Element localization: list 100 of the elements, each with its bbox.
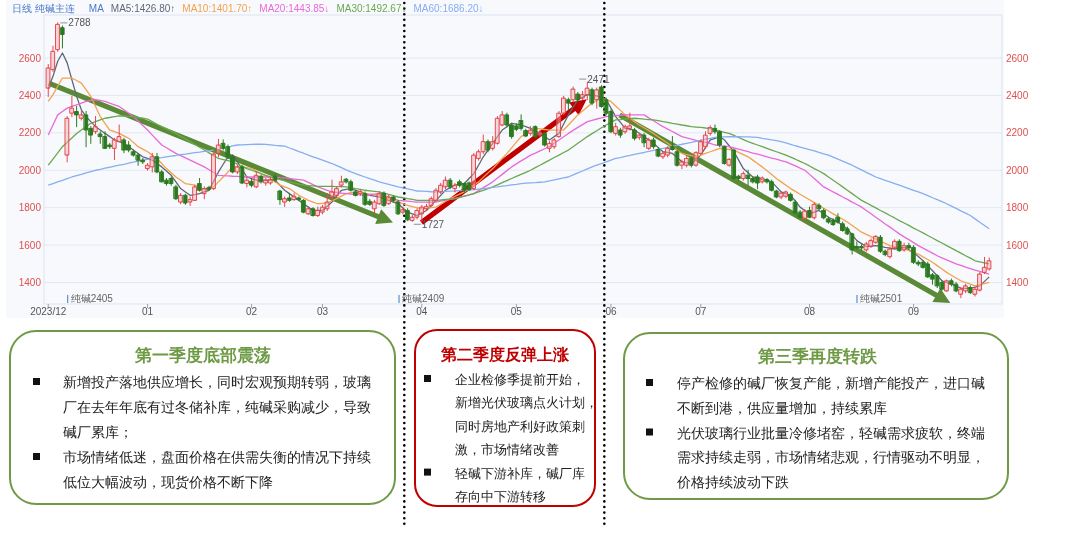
candlestick <box>566 97 571 111</box>
candlestick <box>476 149 481 161</box>
x-tick-label: 07 <box>695 306 707 317</box>
annotation: 1727 <box>421 218 445 230</box>
candlestick <box>192 184 197 201</box>
y-tick-label: 1600 <box>18 239 42 251</box>
candlestick <box>982 256 987 275</box>
text: MA5:1426.80↑ <box>110 3 176 14</box>
annotation: 2788 <box>68 17 92 29</box>
candlestick <box>424 203 429 211</box>
candlestick <box>627 112 633 131</box>
candlestick <box>334 186 339 198</box>
candlestick <box>873 235 878 244</box>
candlestick <box>211 152 216 191</box>
x-tick-label: 2023/12 <box>30 306 67 317</box>
x-tick-label: 04 <box>416 306 428 317</box>
text: MA30:1492.67↓ <box>336 3 407 14</box>
candlestick <box>887 246 893 259</box>
candlestick <box>414 208 420 220</box>
y2-tick-label: 1400 <box>1006 276 1029 288</box>
candlestick <box>83 111 89 148</box>
candlestick <box>533 125 538 138</box>
candlestick <box>239 164 245 185</box>
candlestick <box>693 151 699 167</box>
candlestick <box>306 206 311 215</box>
candlestick <box>249 177 254 188</box>
candlestick <box>637 132 642 140</box>
candlestick <box>443 176 448 190</box>
candlestick <box>589 87 595 106</box>
candlestick <box>972 287 978 297</box>
candlestick <box>660 151 666 159</box>
candlestick <box>481 134 486 154</box>
annotation: 纯碱2501 <box>859 293 903 304</box>
candlestick <box>419 204 424 222</box>
candlestick <box>46 64 51 97</box>
candlestick <box>377 191 382 205</box>
text: 光伏玻璃行业批量冷修堵窑，轻碱需求疲软，终端需求持续走弱，市场情绪悲观，行情驱动不明显，价格持续波动下跌 <box>676 424 985 490</box>
candlestick <box>386 194 391 205</box>
candlestick <box>235 164 240 175</box>
candlestick <box>977 271 982 292</box>
candlestick <box>178 193 183 205</box>
candlestick <box>102 131 108 149</box>
candlestick <box>816 203 822 211</box>
candlestick <box>69 95 75 118</box>
candlestick <box>410 215 415 222</box>
candlestick <box>358 189 363 196</box>
y-tick-label: 2000 <box>18 164 42 176</box>
candlestick <box>812 202 817 220</box>
candlestick <box>741 171 746 181</box>
y-tick-label: 2200 <box>18 127 42 139</box>
candlestick <box>315 206 320 217</box>
candlestick <box>216 138 221 158</box>
y2-tick-label: 2000 <box>1006 164 1029 176</box>
x-tick-label: 03 <box>316 306 329 317</box>
text: MA10:1401.70↑ <box>182 3 253 14</box>
candlestick <box>675 149 680 167</box>
text: 第一季度底部震荡 <box>134 345 271 365</box>
candlestick <box>585 81 590 101</box>
candlestick <box>679 159 685 170</box>
candlestick <box>74 105 79 128</box>
x-tick-label: 09 <box>908 306 920 317</box>
candlestick <box>722 145 727 165</box>
candlestick <box>263 177 268 186</box>
text: MA20:1443.85↓ <box>259 3 330 14</box>
y2-tick-label: 1800 <box>1006 202 1029 214</box>
candlestick <box>901 242 907 252</box>
candlestick <box>727 157 732 167</box>
y-tick-label: 2400 <box>18 89 42 101</box>
candlestick <box>329 179 335 201</box>
candlestick <box>277 189 283 205</box>
candlestick <box>405 208 410 222</box>
candlestick <box>173 184 179 201</box>
candlestick <box>495 116 500 145</box>
candlestick <box>783 190 789 199</box>
candlestick <box>793 199 798 215</box>
candlestick <box>656 147 661 158</box>
candlestick <box>121 137 127 154</box>
candlestick <box>150 152 155 173</box>
candlestick <box>258 174 264 184</box>
candlestick <box>575 91 581 102</box>
x-tick-label: 02 <box>246 306 258 317</box>
candlestick <box>892 239 897 250</box>
candlestick <box>65 116 70 163</box>
candlestick <box>117 124 122 143</box>
candlestick <box>556 111 562 138</box>
y2-tick-label: 2600 <box>1006 52 1029 64</box>
candlestick <box>197 177 202 192</box>
legend-title: MA <box>88 3 105 14</box>
candlestick <box>126 141 131 153</box>
candlestick <box>528 126 533 136</box>
candlestick <box>807 206 812 219</box>
candlestick <box>537 130 543 138</box>
candlestick <box>868 238 874 248</box>
candlestick <box>310 207 316 217</box>
candlestick <box>963 283 968 294</box>
chart-title: 日线 纯碱主连 <box>12 3 75 14</box>
candlestick <box>594 87 599 109</box>
candlestick <box>760 176 765 184</box>
candlestick <box>145 163 150 171</box>
candlestick <box>613 122 618 136</box>
